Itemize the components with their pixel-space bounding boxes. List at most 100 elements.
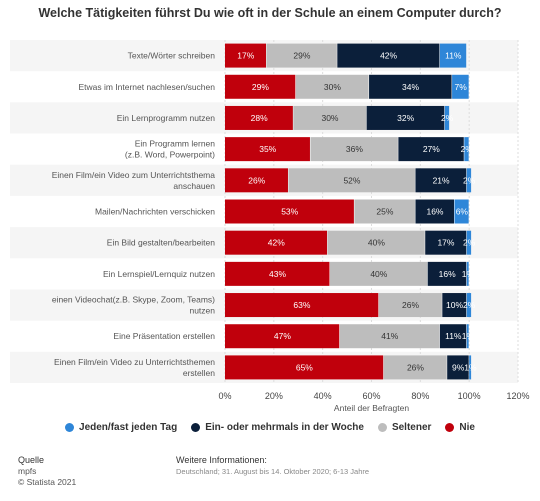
category-label: Ein Lernspiel/Lernquiz nutzen [103, 269, 215, 279]
bar-segment [225, 43, 267, 68]
data-label: 9% [452, 362, 465, 372]
data-label: 47% [274, 331, 291, 341]
data-label: 1% [462, 269, 475, 279]
bar-segment [225, 199, 354, 224]
bar-segment [464, 137, 469, 162]
data-label: 63% [293, 300, 310, 310]
data-label: 17% [437, 238, 454, 248]
bar-segment [466, 324, 469, 349]
bar-segment [444, 105, 450, 130]
bar-segment [310, 137, 398, 162]
data-label: 29% [293, 51, 310, 61]
data-label: 6% [456, 207, 469, 217]
data-label: 21% [433, 175, 450, 185]
info-text: Deutschland; 31. August bis 14. Oktober … [176, 467, 370, 476]
data-label: 52% [343, 175, 360, 185]
bar-segment [225, 168, 288, 193]
legend-swatch [65, 423, 75, 432]
data-label: 28% [251, 113, 268, 123]
chart-title: Welche Tätigkeiten führst Du wie oft in … [38, 6, 502, 20]
data-label: 34% [402, 82, 419, 92]
data-label: 65% [296, 362, 313, 372]
data-label: 2% [441, 113, 454, 123]
bar-segment [293, 105, 367, 130]
category-label: Eine Präsentation erstellen [113, 331, 215, 341]
bar-segment [425, 230, 467, 255]
data-label: 26% [402, 300, 419, 310]
bar-segment [225, 230, 328, 255]
data-label: 26% [407, 362, 424, 372]
data-label: 2% [463, 300, 476, 310]
bar-segment [398, 137, 464, 162]
data-label: 10% [446, 300, 463, 310]
data-label: 32% [397, 113, 414, 123]
bar-segment [225, 324, 340, 349]
bar-segment [383, 355, 447, 380]
source-heading: Quelle [18, 455, 45, 465]
data-label: 53% [281, 207, 298, 217]
legend-label: Ein- oder mehrmals in der Woche [205, 422, 364, 433]
x-tick-label: 120% [506, 391, 529, 401]
legend-label: Jeden/fast jeden Tag [79, 422, 178, 433]
data-label: 17% [237, 51, 254, 61]
bar-segment [378, 293, 442, 318]
bar-segment [225, 74, 296, 99]
source-block: Quelle mpfs © Statista 2021 [18, 455, 76, 488]
legend-swatch [445, 423, 455, 432]
data-label: 27% [423, 144, 440, 154]
bar-segment [266, 43, 337, 68]
bar-segment [329, 261, 428, 286]
bar-segment [295, 74, 369, 99]
category-label: einen Videochat(z.B. Skype, Zoom, Teams)… [52, 295, 215, 316]
data-label: 16% [439, 269, 456, 279]
data-label: 1% [462, 331, 475, 341]
bar-segment [337, 43, 440, 68]
bar-segment [466, 261, 469, 286]
bar-segment [366, 105, 445, 130]
data-label: 36% [346, 144, 363, 154]
bar-segment [466, 168, 472, 193]
data-label: 7% [454, 82, 467, 92]
bar-segment [466, 293, 472, 318]
category-label: Ein Lernprogramm nutzen [117, 113, 216, 123]
bar-segment [427, 261, 467, 286]
data-label: 29% [252, 82, 269, 92]
bar-segment [469, 355, 472, 380]
x-tick-label: 40% [314, 391, 332, 401]
data-label: 1% [464, 362, 477, 372]
legend-label: Nie [459, 422, 475, 433]
data-label: 35% [259, 144, 276, 154]
stacked-bar-chart: 0% 20% 40% 60% 80% 100% 120% Anteil der Befragt… [51, 40, 530, 413]
bar-segment [369, 74, 452, 99]
bar-segment [439, 324, 467, 349]
bar-segment [225, 105, 293, 130]
data-label: 30% [321, 113, 338, 123]
category-label: Etwas im Internet nachlesen/suchen [78, 82, 215, 92]
bar-segment [225, 293, 379, 318]
copyright: © Statista 2021 [18, 477, 77, 487]
legend-item[interactable]: Ein- oder mehrmals in der Woche [191, 422, 364, 433]
x-axis-label: Anteil der Befragten [334, 403, 409, 413]
bar-segment [415, 199, 455, 224]
x-tick-label: 60% [362, 391, 380, 401]
source-name: mpfs [18, 466, 37, 476]
data-label: 16% [426, 207, 443, 217]
bar-segment [339, 324, 440, 349]
bar-segment [442, 293, 467, 318]
data-label: 41% [381, 331, 398, 341]
data-label: 40% [368, 238, 385, 248]
data-label: 26% [248, 175, 265, 185]
data-label: 2% [461, 144, 474, 154]
bar-segment [225, 137, 310, 162]
legend-item[interactable]: Seltener [377, 422, 431, 433]
legend-item[interactable]: Nie [445, 422, 475, 433]
chart-legend: Jeden/fast jeden Tag Ein- oder mehrmals i… [0, 422, 540, 433]
x-tick-label: 80% [411, 391, 429, 401]
legend-swatch [191, 423, 201, 432]
x-tick-label: 100% [458, 391, 481, 401]
bar-segment [439, 43, 467, 68]
bar-segment [354, 199, 415, 224]
legend-item[interactable]: Jeden/fast jeden Tag [65, 422, 177, 433]
data-label: 43% [269, 269, 286, 279]
data-label: 2% [463, 175, 476, 185]
